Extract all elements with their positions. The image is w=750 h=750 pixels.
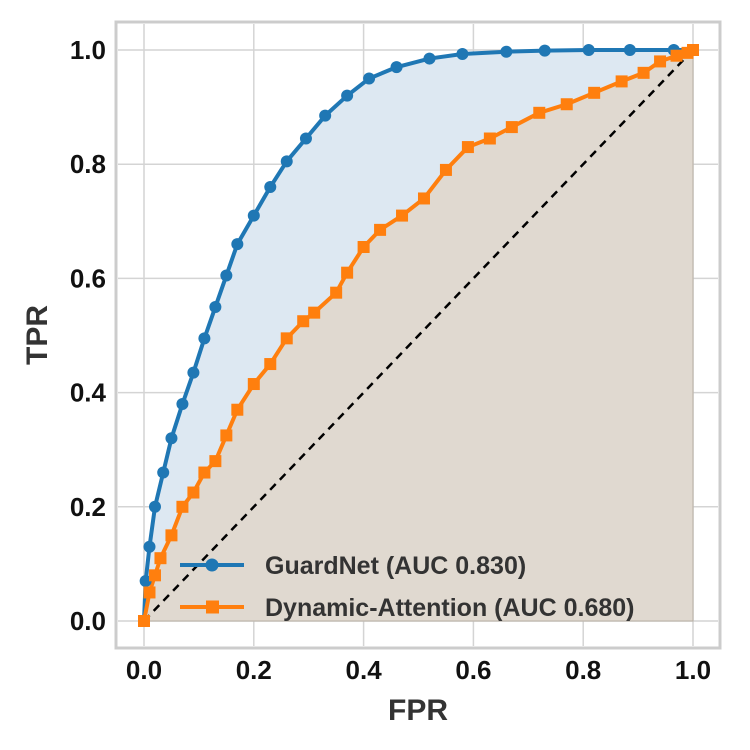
data-point: [231, 238, 244, 251]
y-tick-label: 0.4: [70, 378, 107, 408]
series-markers: [138, 44, 699, 627]
data-point: [165, 432, 178, 445]
legend-marker: [205, 558, 219, 572]
data-point: [176, 398, 189, 411]
data-point: [423, 52, 436, 65]
data-point: [461, 141, 474, 154]
data-point: [143, 586, 156, 599]
data-point: [505, 121, 518, 134]
x-tick-labels: 0.0 0.2 0.4 0.6 0.8 1.0: [126, 655, 711, 685]
data-point: [165, 529, 178, 542]
data-point: [588, 86, 601, 99]
y-axis-title: TPR: [21, 305, 54, 365]
data-point: [582, 44, 595, 56]
data-point: [538, 44, 551, 57]
series-line-0: [142, 48, 693, 622]
data-point: [363, 72, 376, 85]
data-point: [280, 155, 293, 168]
legend-marker: [206, 600, 219, 614]
data-point: [231, 403, 244, 416]
data-point: [500, 45, 513, 58]
data-point: [209, 455, 222, 468]
data-point: [264, 358, 277, 371]
diagonal-reference-line: [143, 49, 694, 622]
data-point: [220, 269, 233, 282]
legend-label: GuardNet (AUC 0.830): [265, 552, 526, 580]
data-point: [187, 486, 200, 499]
y-tick-labels: 0.0 0.2 0.4 0.6 0.8 1.0: [70, 35, 107, 636]
data-point: [297, 315, 310, 328]
data-point: [209, 300, 222, 313]
data-point: [483, 132, 496, 145]
data-point: [176, 500, 189, 513]
data-point: [308, 306, 321, 319]
x-tick-label: 1.0: [675, 655, 711, 685]
data-point: [623, 44, 636, 56]
data-point: [198, 466, 211, 479]
data-point: [654, 55, 667, 68]
data-point: [139, 575, 152, 588]
data-point: [148, 500, 161, 513]
data-point: [533, 106, 546, 119]
data-point: [143, 540, 156, 553]
x-tick-label: 0.2: [236, 655, 272, 685]
legend-label: Dynamic-Attention (AUC 0.680): [265, 594, 635, 622]
data-point: [439, 163, 452, 176]
x-tick-label: 0.8: [565, 655, 601, 685]
data-point: [247, 378, 260, 391]
data-point: [357, 240, 370, 253]
data-point: [374, 223, 387, 236]
data-point: [299, 132, 312, 145]
data-point: [341, 89, 354, 102]
data-point: [157, 466, 170, 479]
x-tick-label: 0.4: [346, 655, 383, 685]
data-point: [687, 44, 699, 56]
legend: GuardNet (AUC 0.830) Dynamic-Attention (A…: [180, 552, 635, 622]
x-axis-title: FPR: [388, 694, 448, 727]
x-tick-label: 0.0: [126, 655, 162, 685]
data-point: [330, 286, 343, 299]
data-point: [154, 552, 167, 565]
y-tick-label: 1.0: [70, 35, 106, 65]
data-point: [138, 615, 150, 627]
data-point: [247, 209, 260, 222]
data-point: [396, 209, 409, 222]
data-point: [187, 366, 200, 379]
data-point: [148, 569, 161, 582]
data-point: [264, 181, 277, 194]
y-tick-label: 0.8: [70, 149, 106, 179]
diagonal-reference: [143, 49, 694, 622]
data-point: [670, 49, 683, 62]
data-point: [390, 61, 403, 74]
y-tick-label: 0.6: [70, 263, 106, 293]
data-point: [341, 266, 354, 279]
data-point: [319, 109, 332, 122]
data-point: [417, 192, 430, 205]
data-point: [198, 332, 211, 345]
data-point: [637, 66, 650, 79]
data-point: [560, 98, 573, 111]
y-tick-label: 0.0: [70, 606, 106, 636]
data-point: [220, 429, 233, 442]
x-tick-label: 0.6: [455, 655, 491, 685]
y-tick-label: 0.2: [70, 492, 106, 522]
data-point: [456, 47, 469, 60]
data-point: [280, 332, 293, 345]
data-point: [615, 75, 628, 88]
